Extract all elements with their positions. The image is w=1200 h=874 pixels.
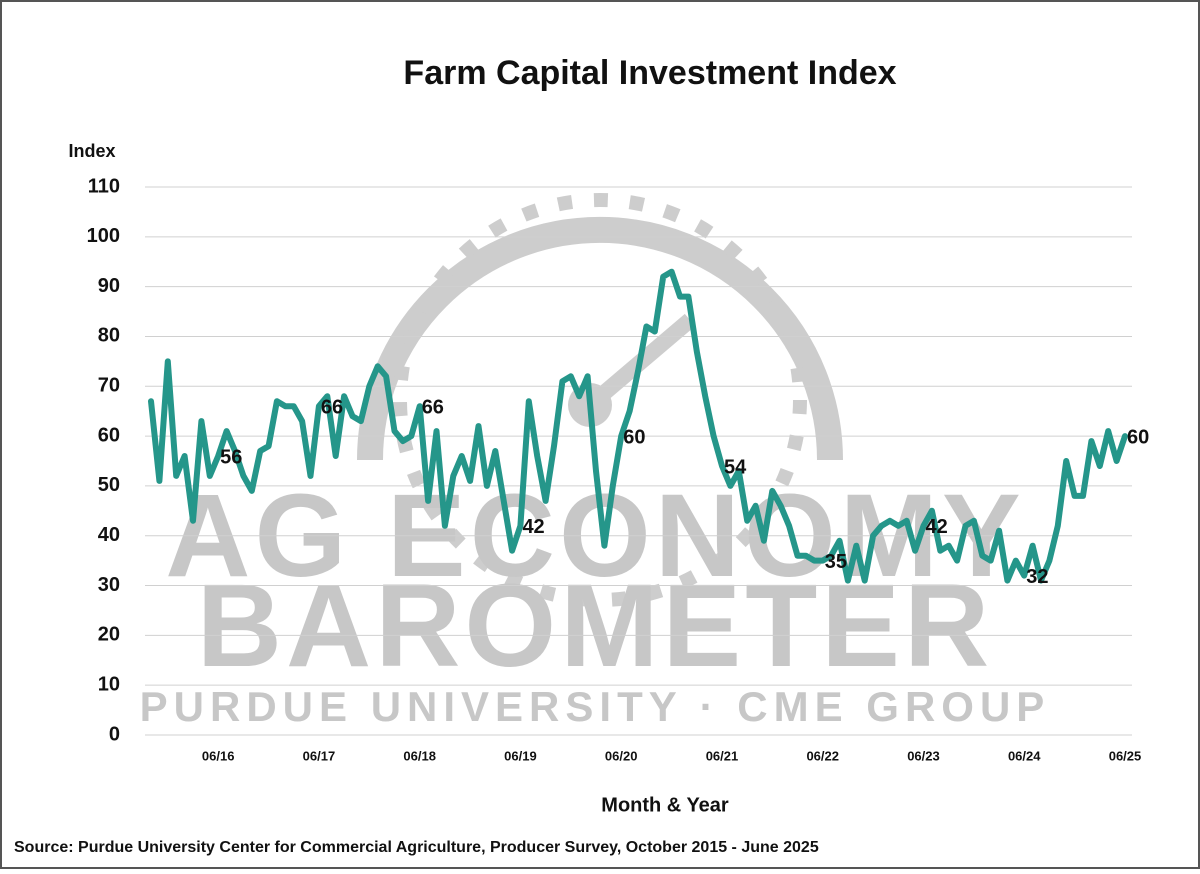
x-tick-label: 06/22	[806, 748, 839, 763]
data-label: 35	[825, 551, 847, 573]
y-tick-label: 40	[98, 524, 120, 546]
data-label: 56	[220, 446, 242, 468]
data-label: 66	[422, 396, 444, 418]
y-tick-label: 90	[98, 275, 120, 297]
x-tick-label: 06/19	[504, 748, 537, 763]
data-label: 66	[321, 396, 343, 418]
chart-title: Farm Capital Investment Index	[403, 54, 896, 92]
source-note: Source: Purdue University Center for Com…	[14, 839, 819, 856]
gauge-dashes	[393, 193, 807, 607]
x-tick-label: 06/21	[706, 748, 739, 763]
y-tick-label: 70	[98, 375, 120, 397]
watermark-text: BAROMETER	[197, 560, 993, 692]
y-tick-label: 80	[98, 325, 120, 347]
y-tick-label: 30	[98, 574, 120, 596]
y-tick-label: 20	[98, 624, 120, 646]
data-label: 42	[522, 516, 544, 538]
y-tick-label: 0	[109, 723, 120, 745]
x-tick-label: 06/25	[1109, 748, 1142, 763]
y-tick-label: 60	[98, 424, 120, 446]
data-label: 60	[1127, 426, 1149, 448]
x-tick-label: 06/20	[605, 748, 638, 763]
x-axis-label: Month & Year	[601, 794, 729, 816]
data-line	[148, 268, 1128, 584]
data-label: 42	[925, 516, 947, 538]
data-label: 60	[623, 426, 645, 448]
y-tick-label: 100	[87, 225, 120, 247]
watermark-text: PURDUE UNIVERSITY · CME GROUP	[140, 683, 1051, 730]
y-tick-label: 110	[88, 175, 120, 197]
x-tick-label: 06/18	[403, 748, 436, 763]
x-tick-label: 06/23	[907, 748, 940, 763]
y-axis-label: Index	[68, 141, 115, 161]
x-tick-label: 06/17	[303, 748, 336, 763]
data-label: 32	[1026, 566, 1048, 588]
x-tick-label: 06/24	[1008, 748, 1041, 763]
x-tick-label: 06/16	[202, 748, 235, 763]
gauge-arc	[357, 217, 843, 461]
data-label: 54	[724, 456, 747, 478]
y-tick-label: 50	[98, 474, 120, 496]
y-tick-label: 10	[98, 673, 120, 695]
